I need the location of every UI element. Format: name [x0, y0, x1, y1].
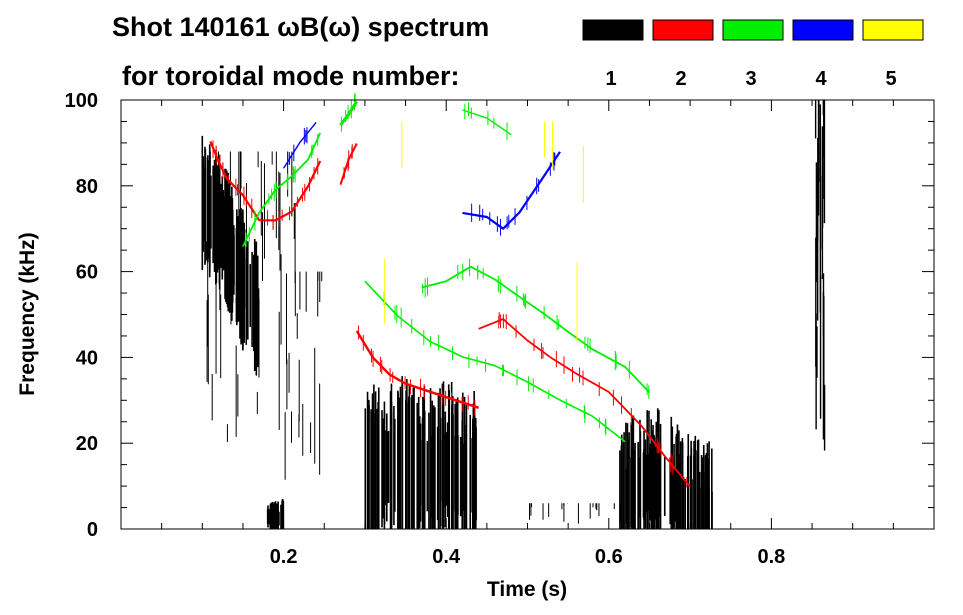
mode-n4-line — [283, 121, 317, 169]
legend: 1 2 3 4 5 — [582, 19, 924, 90]
series-11 — [339, 143, 358, 186]
y-tick-label: 20 — [76, 433, 98, 455]
x-tick-label: 0.4 — [432, 546, 461, 568]
mode-n3-line — [364, 280, 626, 443]
series-14 — [364, 280, 626, 443]
x-tick-label: 0.6 — [595, 546, 623, 568]
legend-label-n5: 5 — [885, 68, 896, 90]
series-2 — [278, 271, 323, 480]
series-3 — [266, 499, 285, 529]
x-axis-label: Time (s) — [487, 578, 567, 601]
series-1 — [204, 151, 300, 443]
series-17 — [283, 121, 317, 169]
series-8 — [209, 140, 322, 230]
series-5 — [619, 408, 713, 529]
legend-label-n2: 2 — [675, 68, 686, 90]
y-tick-label: 80 — [76, 176, 98, 198]
mode-n3-line — [462, 109, 512, 136]
legend-label-n4: 4 — [815, 68, 827, 90]
series-7 — [528, 503, 625, 524]
chart-title-line1: Shot 140161 ωB(ω) spectrum — [112, 12, 489, 42]
series-19 — [384, 121, 584, 342]
series-15 — [421, 258, 651, 399]
legend-swatch-n5 — [862, 19, 924, 41]
legend-swatch-n2 — [652, 19, 714, 41]
series-0 — [201, 135, 260, 376]
chart-title-line2: for toroidal mode number: — [122, 61, 460, 91]
series-16 — [462, 102, 512, 141]
spectrum-plot-area — [201, 92, 826, 529]
legend-swatch-n1 — [582, 19, 644, 41]
mode-n3-line — [242, 132, 322, 247]
x-tick-label: 0.2 — [270, 546, 298, 568]
y-tick-label: 60 — [76, 262, 98, 284]
legend-swatch-n3 — [722, 19, 784, 41]
legend-label-n1: 1 — [605, 68, 616, 90]
y-tick-label: 40 — [76, 347, 98, 369]
mode-n3-line — [421, 265, 651, 394]
series-10 — [478, 312, 691, 488]
x-tick-label: 0.8 — [757, 546, 785, 568]
series-12 — [242, 132, 322, 247]
series-18 — [462, 151, 561, 236]
series-4 — [364, 376, 477, 529]
mode-n4-line — [462, 151, 561, 230]
series-6 — [814, 100, 826, 451]
y-axis-label: Frequency (kHz) — [16, 232, 39, 395]
legend-label-n3: 3 — [745, 68, 756, 90]
series-9 — [355, 325, 480, 416]
axis-ticks: 0.2 0.4 0.6 0.8 0 20 40 60 80 100 — [65, 90, 935, 568]
series-13 — [339, 92, 359, 132]
y-tick-label: 0 — [87, 519, 98, 541]
legend-swatch-n4 — [792, 19, 854, 41]
y-tick-label: 100 — [65, 90, 98, 112]
